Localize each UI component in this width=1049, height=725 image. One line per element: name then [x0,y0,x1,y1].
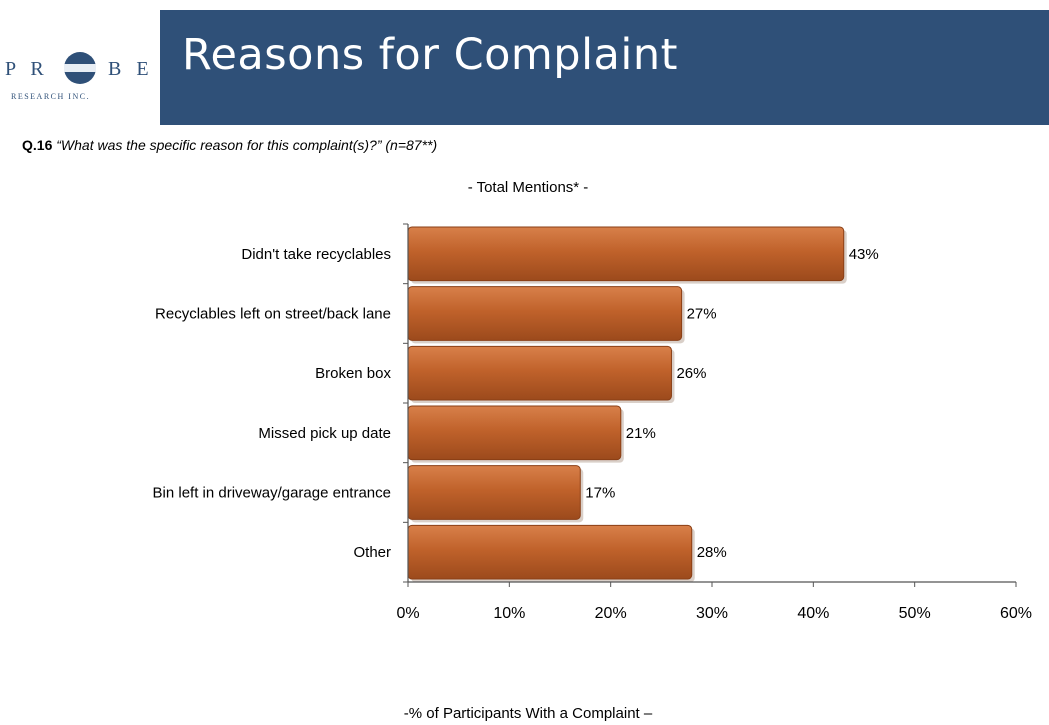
data-label-bin-left-in-driveway-garage-entrance: 17% [585,485,615,502]
category-label-bin-left-in-driveway-garage-entrance: Bin left in driveway/garage entrance [153,485,391,502]
bar-broken-box [407,345,672,401]
data-label-other: 28% [697,544,727,561]
logo-subtext: RESEARCH INC. [11,92,90,101]
x-axis-label: -% of Participants With a Complaint – [404,705,653,722]
category-label-missed-pick-up-date: Missed pick up date [258,425,391,442]
logo-text-left: P R [5,58,49,80]
category-label-didn-t-take-recyclables: Didn't take recyclables [241,246,391,263]
axes [403,223,1017,587]
logo-text-right: B E [108,58,154,80]
header: P R B E RESEARCH INC. Reasons for Compla… [0,10,1049,125]
bar-didn-t-take-recyclables [407,226,845,282]
question-number: Q.16 [22,137,53,153]
data-label-missed-pick-up-date: 21% [626,425,656,442]
bar-recyclables-left-on-street-back-lane [407,286,683,341]
data-labels: 43% 27% 26% 21% 17% 28% [585,246,878,561]
data-label-didn-t-take-recyclables: 43% [849,246,879,263]
bar-missed-pick-up-date [407,405,622,461]
category-label-other: Other [353,544,391,561]
x-tick-label: 20% [595,605,627,622]
category-label-recyclables-left-on-street-back-lane: Recyclables left on street/back lane [155,306,391,323]
x-tick-labels: 0% 10% 20% 30% 40% 50% 60% [396,605,1032,622]
x-tick-label: 50% [899,605,931,622]
bar-other [407,524,693,580]
chart-title: - Total Mentions* - [468,179,589,196]
data-label-broken-box: 26% [676,365,706,382]
x-tick-label: 10% [493,605,525,622]
bars-group [407,226,847,583]
probe-research-logo: P R B E RESEARCH INC. [0,10,160,125]
logo-globe-icon [62,52,98,84]
bar-bin-left-in-driveway-garage-entrance [407,465,581,520]
category-label-broken-box: Broken box [315,365,391,382]
x-tick-label: 40% [797,605,829,622]
x-tick-label: 60% [1000,605,1032,622]
complaint-reasons-chart: - Total Mentions* - Didn't take recyclab… [153,179,1033,722]
x-tick-label: 0% [396,605,419,622]
question-wording: “What was the specific reason for this c… [56,137,438,153]
data-label-recyclables-left-on-street-back-lane: 27% [687,306,717,323]
question-text: Q.16 “What was the specific reason for t… [22,137,437,153]
title-bar: Reasons for Complaint [160,10,1049,125]
page-title: Reasons for Complaint [182,30,678,80]
x-tick-label: 30% [696,605,728,622]
category-labels: Didn't take recyclables Recyclables left … [153,246,392,561]
